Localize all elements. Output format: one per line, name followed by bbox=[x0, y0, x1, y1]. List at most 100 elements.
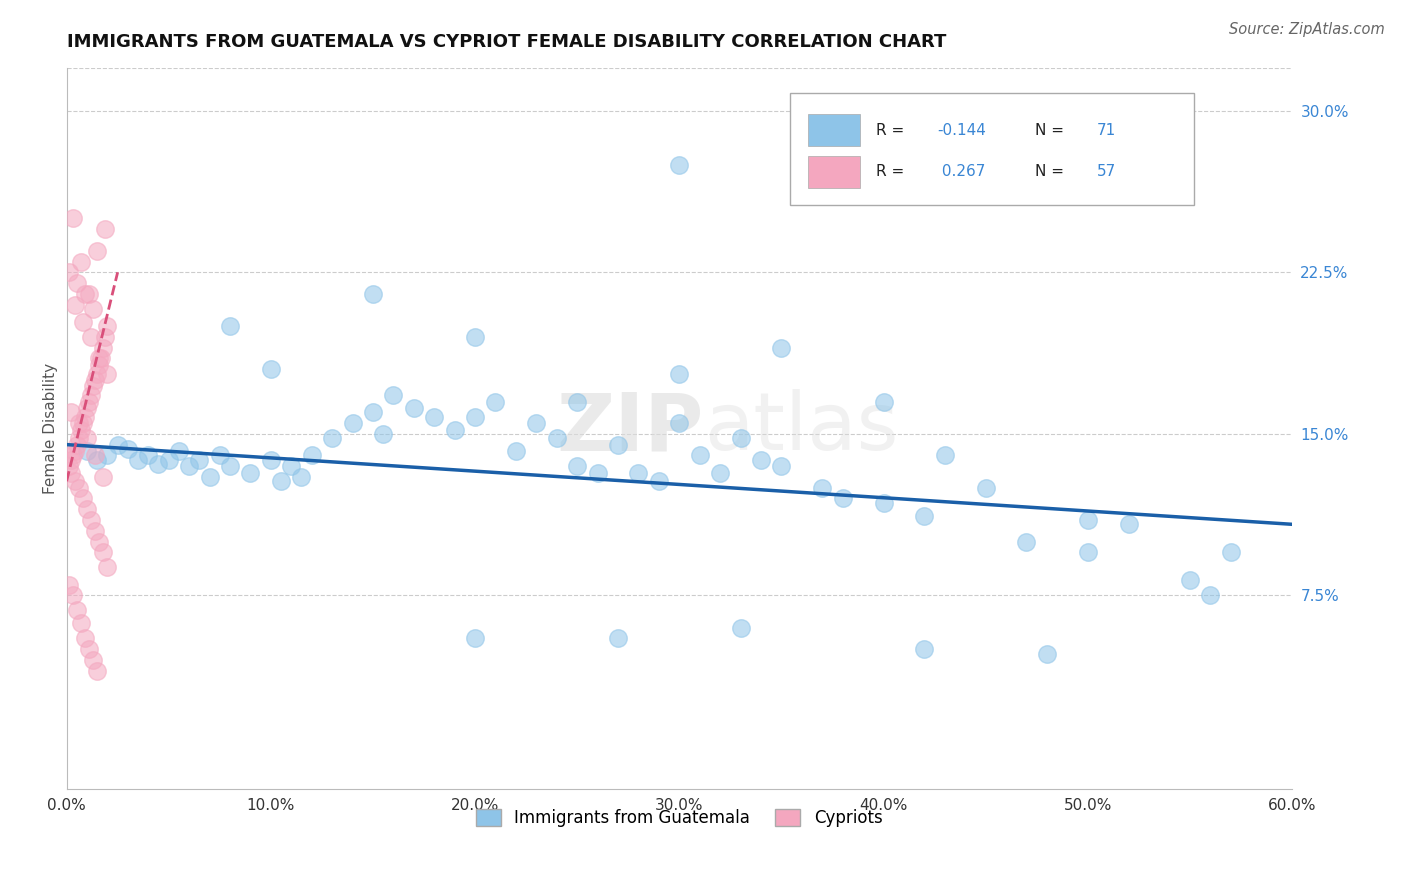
Point bbox=[76, 401, 98, 415]
Point bbox=[627, 466, 650, 480]
Point bbox=[72, 491, 94, 506]
Point bbox=[607, 632, 630, 646]
Point bbox=[668, 416, 690, 430]
Point bbox=[63, 444, 86, 458]
Point bbox=[912, 642, 935, 657]
Point bbox=[59, 405, 82, 419]
Point bbox=[749, 452, 772, 467]
Point bbox=[77, 286, 100, 301]
Point bbox=[58, 265, 80, 279]
Legend: Immigrants from Guatemala, Cypriots: Immigrants from Guatemala, Cypriots bbox=[468, 800, 891, 835]
Text: -0.144: -0.144 bbox=[938, 122, 986, 137]
Point bbox=[86, 664, 108, 678]
Point bbox=[63, 474, 86, 488]
Point bbox=[70, 423, 93, 437]
Point bbox=[546, 431, 568, 445]
Point bbox=[58, 459, 80, 474]
Point bbox=[1077, 513, 1099, 527]
Point bbox=[94, 222, 117, 236]
Point bbox=[84, 373, 107, 387]
Point bbox=[82, 379, 104, 393]
Point bbox=[1199, 588, 1222, 602]
Point bbox=[59, 452, 82, 467]
Point bbox=[70, 254, 93, 268]
Point bbox=[831, 491, 853, 506]
Point bbox=[76, 502, 98, 516]
Point bbox=[72, 315, 94, 329]
Point bbox=[811, 481, 834, 495]
Text: 0.267: 0.267 bbox=[938, 164, 986, 179]
Point bbox=[239, 466, 262, 480]
Text: atlas: atlas bbox=[704, 390, 898, 467]
Text: R =: R = bbox=[876, 164, 908, 179]
Point bbox=[1036, 647, 1059, 661]
Point bbox=[84, 524, 107, 538]
Point bbox=[82, 653, 104, 667]
Point bbox=[709, 466, 731, 480]
Point bbox=[524, 416, 547, 430]
Point bbox=[689, 449, 711, 463]
Point bbox=[648, 474, 671, 488]
Point bbox=[72, 416, 94, 430]
Point bbox=[76, 431, 98, 445]
Point bbox=[730, 431, 752, 445]
Point bbox=[260, 362, 283, 376]
Point bbox=[66, 603, 89, 617]
Point bbox=[730, 621, 752, 635]
Text: R =: R = bbox=[876, 122, 908, 137]
Point bbox=[464, 330, 486, 344]
Point bbox=[1219, 545, 1241, 559]
FancyBboxPatch shape bbox=[808, 156, 860, 188]
Point bbox=[484, 394, 506, 409]
Point bbox=[188, 452, 211, 467]
Point bbox=[73, 286, 96, 301]
Point bbox=[1015, 534, 1038, 549]
Point bbox=[382, 388, 405, 402]
Point bbox=[80, 513, 103, 527]
Point bbox=[443, 423, 465, 437]
Text: N =: N = bbox=[1035, 164, 1069, 179]
Point bbox=[58, 577, 80, 591]
Point bbox=[270, 474, 292, 488]
Point bbox=[96, 449, 118, 463]
Point bbox=[67, 431, 90, 445]
Point bbox=[94, 330, 117, 344]
Point bbox=[464, 409, 486, 424]
Point bbox=[117, 442, 139, 456]
Point bbox=[96, 560, 118, 574]
FancyBboxPatch shape bbox=[790, 93, 1194, 205]
Point bbox=[198, 470, 221, 484]
Point bbox=[668, 158, 690, 172]
Point bbox=[770, 341, 793, 355]
Point bbox=[86, 452, 108, 467]
Point bbox=[80, 330, 103, 344]
Point bbox=[96, 319, 118, 334]
Point bbox=[219, 459, 242, 474]
Point bbox=[301, 449, 323, 463]
Point bbox=[505, 444, 527, 458]
Text: ZIP: ZIP bbox=[557, 390, 704, 467]
Point bbox=[77, 642, 100, 657]
Point bbox=[84, 449, 107, 463]
Point bbox=[107, 437, 129, 451]
Point bbox=[464, 632, 486, 646]
Text: 71: 71 bbox=[1097, 122, 1116, 137]
Point bbox=[872, 394, 894, 409]
Point bbox=[90, 351, 112, 366]
Point bbox=[567, 394, 589, 409]
Point bbox=[62, 449, 84, 463]
Point bbox=[280, 459, 302, 474]
Point bbox=[402, 401, 425, 415]
Point bbox=[208, 449, 231, 463]
Text: 57: 57 bbox=[1097, 164, 1116, 179]
Text: Source: ZipAtlas.com: Source: ZipAtlas.com bbox=[1229, 22, 1385, 37]
Y-axis label: Female Disability: Female Disability bbox=[44, 363, 58, 494]
Point bbox=[93, 341, 115, 355]
Point bbox=[86, 244, 108, 258]
Point bbox=[1077, 545, 1099, 559]
Point bbox=[93, 470, 115, 484]
Point bbox=[77, 394, 100, 409]
Point bbox=[62, 211, 84, 226]
Point bbox=[321, 431, 343, 445]
Point bbox=[96, 367, 118, 381]
